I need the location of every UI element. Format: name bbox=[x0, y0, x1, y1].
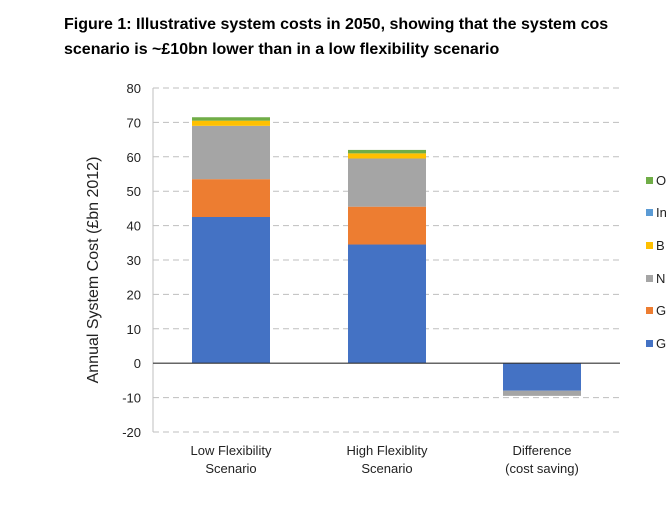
legend-label: B bbox=[656, 238, 665, 253]
bar-segment-4-category-1 bbox=[192, 120, 270, 126]
bar-segment-2-category-1 bbox=[192, 179, 270, 217]
bar-segment-1-category-3 bbox=[503, 363, 581, 391]
y-axis-title: Annual System Cost (£bn 2012) bbox=[85, 157, 102, 384]
legend-swatch bbox=[646, 307, 653, 314]
chart-title: Figure 1: Illustrative system costs in 2… bbox=[64, 12, 668, 62]
bar-segment-3-category-1 bbox=[192, 125, 270, 180]
y-tick-label: 0 bbox=[134, 356, 141, 371]
x-category-label: Scenario bbox=[361, 461, 412, 476]
legend-label: G bbox=[656, 303, 666, 318]
bar-segment-1-category-1 bbox=[192, 217, 270, 364]
y-tick-label: -20 bbox=[122, 425, 141, 440]
chart-title-line-2: scenario is ~£10bn lower than in a low f… bbox=[64, 41, 500, 58]
bar-segment-1-category-2 bbox=[348, 244, 426, 364]
bar-segment-3-category-3 bbox=[503, 390, 581, 396]
x-category-label: Scenario bbox=[205, 461, 256, 476]
bar-segment-2-category-2 bbox=[348, 206, 426, 245]
y-tick-label: 60 bbox=[127, 150, 141, 165]
bar-segment-6-category-1 bbox=[192, 117, 270, 121]
legend-swatch bbox=[646, 242, 653, 249]
bar-segment-6-category-2 bbox=[348, 149, 426, 154]
y-tick-label: 70 bbox=[127, 115, 141, 130]
x-category-label: Difference bbox=[512, 443, 571, 458]
y-tick-label: 20 bbox=[127, 287, 141, 302]
legend-swatch bbox=[646, 177, 653, 184]
y-tick-label: 80 bbox=[127, 81, 141, 96]
y-tick-label: 10 bbox=[127, 322, 141, 337]
y-tick-label: 40 bbox=[127, 219, 141, 234]
legend-swatch bbox=[646, 275, 653, 282]
x-category-label: (cost saving) bbox=[505, 461, 579, 476]
legend-label: G bbox=[656, 336, 666, 351]
x-category-label: High Flexiblity bbox=[347, 443, 428, 458]
legend-label: N bbox=[656, 271, 665, 286]
x-category-label: Low Flexibility bbox=[191, 443, 272, 458]
bar-segment-3-category-2 bbox=[348, 158, 426, 207]
y-tick-label: -10 bbox=[122, 391, 141, 406]
chart-title-line-1: Figure 1: Illustrative system costs in 2… bbox=[64, 16, 609, 33]
bar-segment-4-category-2 bbox=[348, 153, 426, 159]
legend-label: O bbox=[656, 173, 666, 188]
y-tick-label: 30 bbox=[127, 253, 141, 268]
legend-swatch bbox=[646, 340, 653, 347]
y-tick-label: 50 bbox=[127, 184, 141, 199]
legend-label: In bbox=[656, 205, 667, 220]
legend-swatch bbox=[646, 209, 653, 216]
